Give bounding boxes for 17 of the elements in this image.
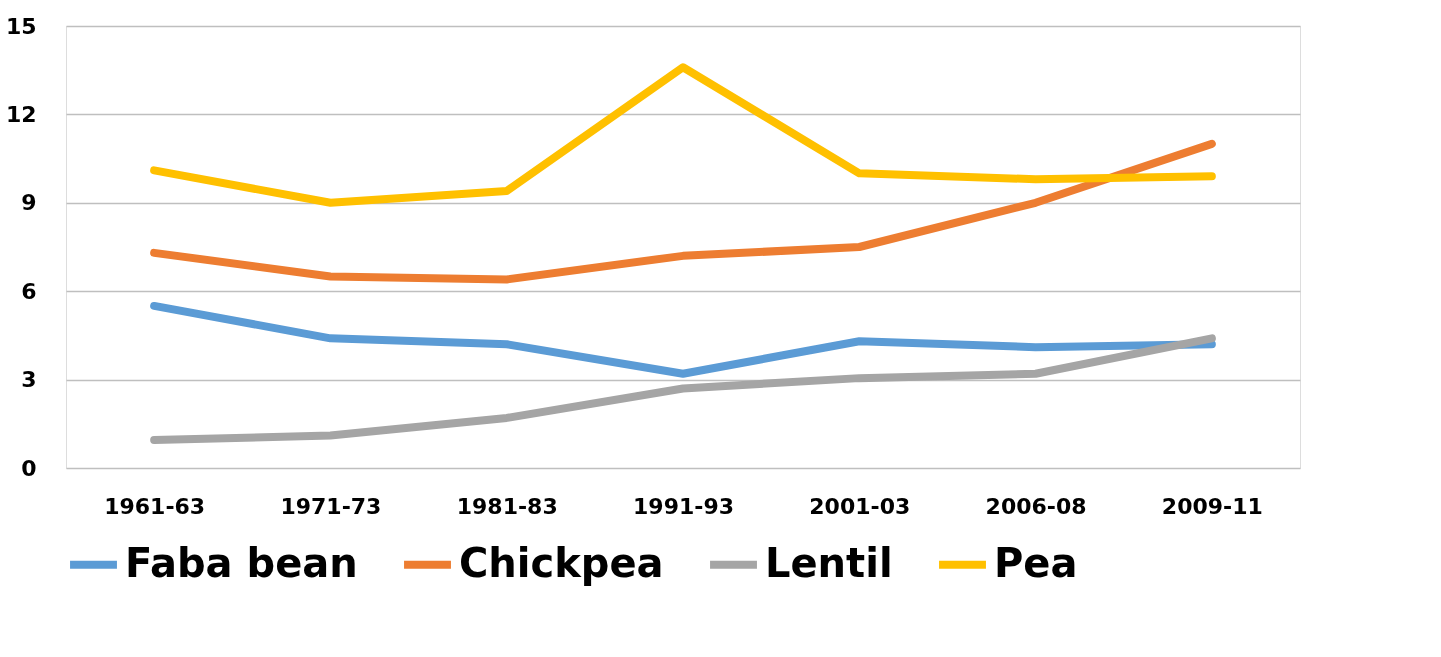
legend-label: Chickpea [459, 539, 664, 586]
x-tick-label: 2009-11 [1161, 493, 1263, 519]
legend-label: Faba bean [125, 539, 358, 586]
y-tick-label: 0 [21, 455, 37, 481]
x-tick-label: 1961-63 [104, 493, 206, 519]
x-tick-label: 1991-93 [633, 493, 734, 519]
y-tick-label: 15 [5, 13, 37, 39]
y-tick-label: 3 [21, 367, 37, 393]
y-tick-label: 12 [5, 101, 37, 127]
y-tick-label: 6 [21, 278, 37, 304]
x-tick-label: 1981-83 [456, 493, 558, 519]
x-tick-label: 2001-03 [809, 493, 911, 519]
legend-label: Pea [994, 539, 1078, 586]
legend-label: Lentil [765, 539, 893, 586]
y-tick-label: 9 [21, 190, 37, 216]
x-tick-label: 1971-73 [280, 493, 382, 519]
x-tick-label: 2006-08 [985, 493, 1087, 519]
